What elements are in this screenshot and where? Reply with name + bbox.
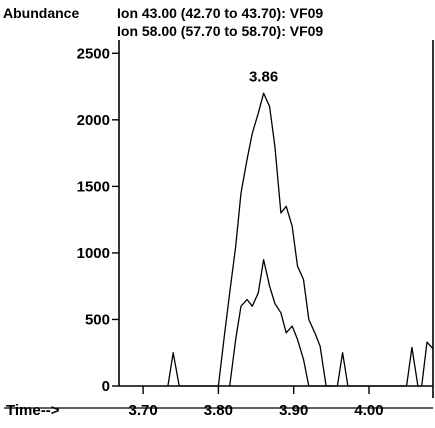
legend-ion-43: Ion 43.00 (42.70 to 43.70): VF09 — [117, 5, 323, 21]
y-tick-label: 500 — [85, 311, 110, 328]
x-axis-label: Time--> — [6, 402, 60, 419]
series-line-2 — [229, 258, 434, 387]
y-axis-label: Abundance — [3, 5, 79, 21]
y-tick-label: 1000 — [77, 245, 110, 262]
y-tick-label: 2000 — [77, 112, 110, 129]
y-tick-label: 1500 — [77, 178, 110, 195]
x-tick-label: 3.90 — [279, 402, 308, 419]
y-tick-label: 2500 — [77, 45, 110, 62]
x-tick-label: 3.70 — [128, 402, 157, 419]
peak-label: 3.86 — [249, 69, 278, 86]
x-tick-group: 3.70 3.80 3.90 4.00 — [128, 386, 384, 419]
y-tick-group: 0 500 1000 1500 2000 2500 — [77, 45, 119, 395]
legend-ion-58: Ion 58.00 (57.70 to 58.70): VF09 — [117, 23, 323, 39]
series-group — [167, 92, 434, 387]
x-tick-label: 3.80 — [204, 402, 233, 419]
x-tick-label: 4.00 — [354, 402, 383, 419]
y-tick-label: 0 — [102, 378, 110, 395]
series-line-1 — [167, 92, 332, 387]
